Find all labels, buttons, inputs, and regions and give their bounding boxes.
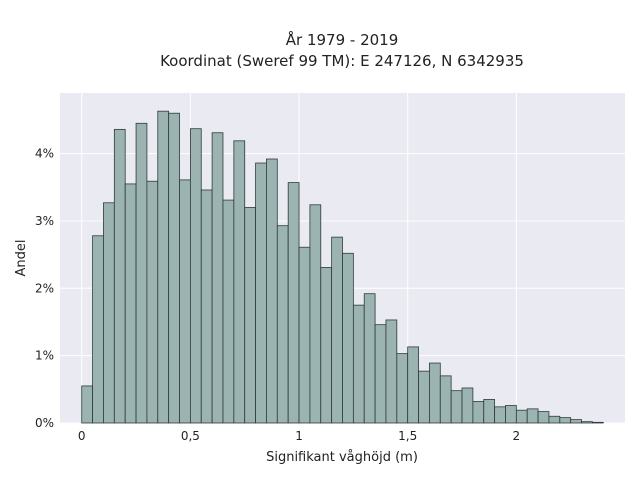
chart-subtitle: Koordinat (Sweref 99 TM): E 247126, N 63… (160, 52, 524, 70)
histogram-bar (396, 353, 409, 424)
x-tick-label: 0 (78, 429, 86, 443)
y-tick-label: 2% (35, 281, 54, 295)
x-tick-label: 0,5 (181, 429, 200, 443)
histogram-bar (461, 387, 474, 424)
histogram-bar (287, 182, 300, 424)
histogram-bar (548, 415, 561, 424)
y-tick-label: 4% (35, 147, 54, 161)
histogram-bar (124, 183, 137, 424)
y-tick-label: 3% (35, 214, 54, 228)
histogram-bar (429, 362, 441, 424)
histogram-bar (309, 204, 322, 424)
histogram-bar (135, 122, 148, 424)
histogram-bar (450, 390, 463, 424)
histogram-bar (559, 417, 572, 424)
histogram-bar (374, 324, 387, 424)
histogram-bar (146, 180, 159, 424)
histogram-bar (494, 406, 506, 424)
histogram-bar (103, 202, 115, 424)
histogram-bar (526, 408, 539, 424)
histogram-bar (168, 112, 180, 424)
histogram-bar (320, 267, 333, 424)
y-axis-ticks: 0% 1% 2% 3% 4% (35, 147, 54, 430)
y-tick-label: 0% (35, 416, 54, 430)
x-axis-label: Signifikant våghöjd (m) (266, 450, 418, 465)
histogram-bar (189, 128, 202, 424)
histogram-bar (581, 421, 593, 424)
histogram-bar (211, 132, 224, 424)
histogram-bar (418, 370, 430, 424)
y-axis-label: Andel (14, 240, 29, 277)
histogram-bar (331, 236, 343, 424)
histogram-bar (244, 207, 256, 424)
histogram-bar (266, 158, 278, 424)
chart-title: År 1979 - 2019 (286, 30, 399, 49)
x-tick-label: 1 (295, 429, 303, 443)
histogram-bar (570, 419, 582, 424)
histogram-bar (200, 189, 213, 424)
x-tick-label: 2 (513, 429, 521, 443)
histogram-bar (179, 179, 191, 424)
histogram-bar (592, 421, 604, 424)
histogram-bar (92, 235, 104, 424)
histogram-bar (363, 293, 376, 424)
histogram-bar (113, 128, 126, 424)
histogram-bar (385, 319, 398, 424)
histogram-bar (298, 246, 311, 424)
histogram-bars (81, 110, 604, 424)
histogram-bar (439, 375, 452, 424)
histogram-bar (352, 304, 365, 424)
histogram-bar (483, 399, 496, 424)
histogram-bar (222, 199, 235, 424)
x-tick-label: 1,5 (398, 429, 417, 443)
histogram-bar (276, 225, 289, 424)
histogram-bar (407, 346, 419, 424)
histogram-bar (255, 162, 267, 424)
histogram-bar (157, 110, 170, 424)
histogram-bar (81, 385, 93, 424)
histogram-bar (233, 140, 246, 424)
histogram-bar (537, 411, 550, 424)
histogram-bar (472, 401, 485, 424)
histogram-bar (505, 405, 517, 424)
histogram-bar (342, 252, 354, 424)
x-axis-ticks: 0 0,5 1 1,5 2 (78, 429, 520, 443)
histogram-bar (515, 409, 528, 424)
y-tick-label: 1% (35, 349, 54, 363)
